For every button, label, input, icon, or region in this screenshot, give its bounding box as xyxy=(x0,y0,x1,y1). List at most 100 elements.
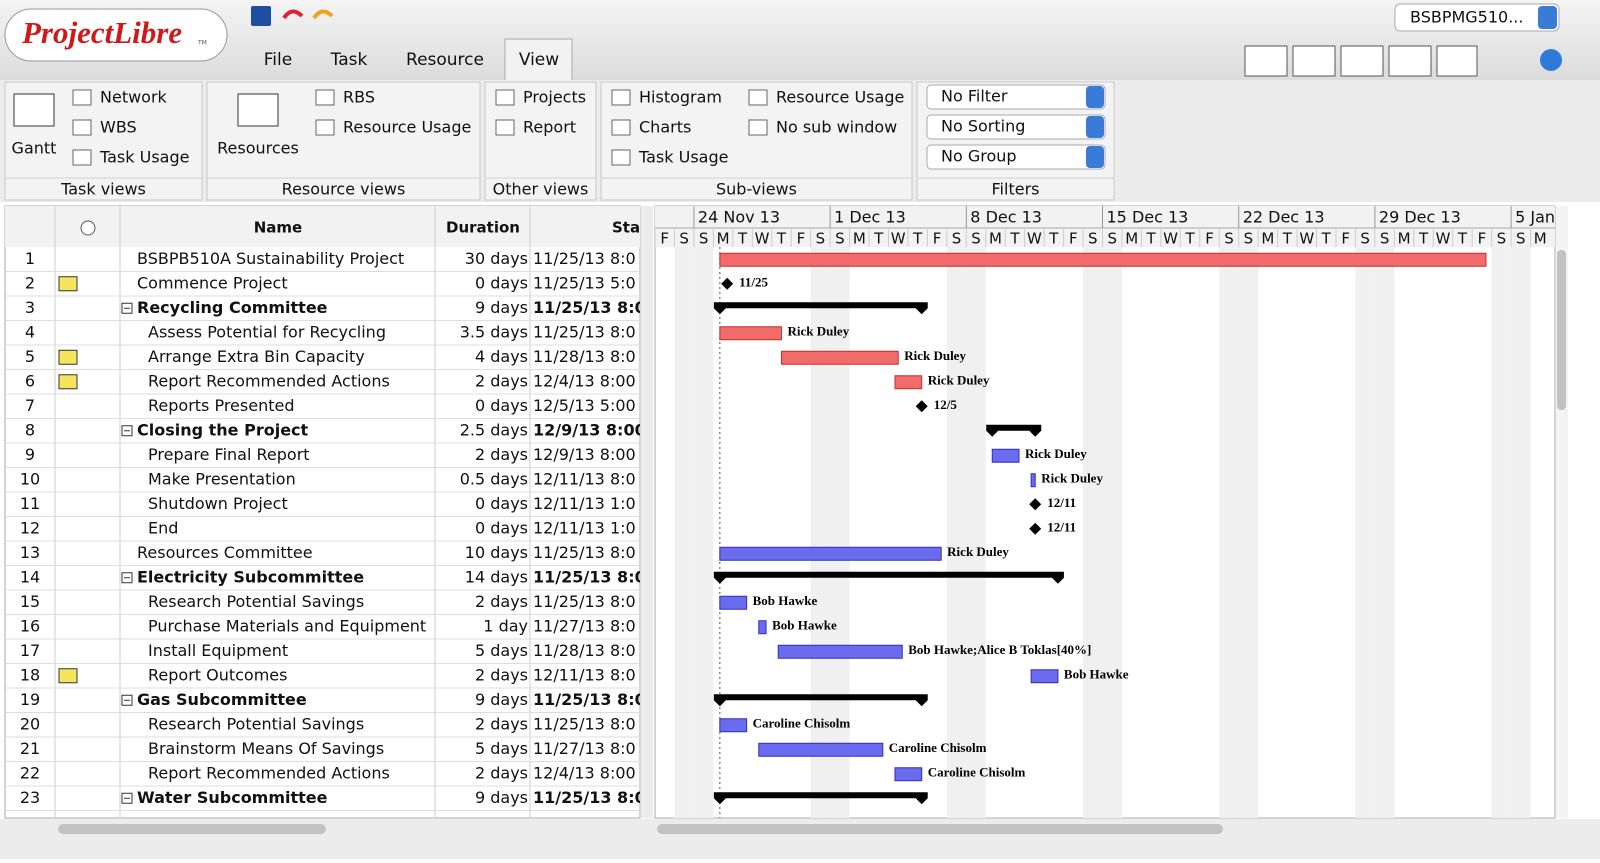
task-bar[interactable] xyxy=(1030,669,1059,684)
task-name[interactable]: Purchase Materials and Equipment xyxy=(148,616,426,635)
project-select[interactable] xyxy=(1394,3,1560,32)
view-icon[interactable] xyxy=(611,149,631,166)
view-icon[interactable] xyxy=(315,119,335,136)
help-button[interactable] xyxy=(1540,49,1562,71)
task-name[interactable]: Resources Committee xyxy=(137,543,313,562)
task-name[interactable]: Gas Subcommittee xyxy=(137,690,307,709)
filter-select[interactable] xyxy=(926,84,1106,110)
menu-item[interactable]: View xyxy=(519,50,559,70)
save-button[interactable] xyxy=(251,6,271,26)
filter-select[interactable] xyxy=(926,144,1106,170)
task-bar[interactable] xyxy=(719,718,748,733)
task-bar[interactable] xyxy=(777,644,903,659)
usage-tool[interactable] xyxy=(1340,45,1384,77)
task-bar[interactable] xyxy=(719,252,1487,267)
task-name[interactable]: Recycling Committee xyxy=(137,298,328,317)
view-icon[interactable] xyxy=(495,89,515,106)
column-header[interactable]: Star xyxy=(612,219,648,237)
day-label: W xyxy=(1163,230,1178,248)
task-name[interactable]: Report Recommended Actions xyxy=(148,371,390,390)
filter-value[interactable]: No Sorting xyxy=(941,117,1025,136)
column-header[interactable]: Name xyxy=(254,219,302,237)
task-bar[interactable] xyxy=(894,767,923,782)
task-bar[interactable] xyxy=(719,546,942,561)
redo-button[interactable] xyxy=(312,9,334,20)
view-icon[interactable] xyxy=(13,93,55,127)
view-icon[interactable] xyxy=(72,119,92,136)
charts-tool[interactable] xyxy=(1292,45,1336,77)
histogram-tool[interactable] xyxy=(1244,45,1288,77)
task-name[interactable]: Brainstorm Means Of Savings xyxy=(148,739,384,758)
task-bar[interactable] xyxy=(894,375,923,390)
view-icon[interactable] xyxy=(611,119,631,136)
view-button[interactable]: Resource Usage xyxy=(776,88,904,107)
view-button[interactable]: Report xyxy=(523,118,576,137)
view-button[interactable]: WBS xyxy=(100,118,137,137)
select-arrow[interactable] xyxy=(1086,116,1104,138)
task-name[interactable]: Prepare Final Report xyxy=(148,445,310,464)
view-icon[interactable] xyxy=(72,149,92,166)
task-name[interactable]: Make Presentation xyxy=(148,469,296,488)
task-name[interactable]: Closing the Project xyxy=(137,420,309,439)
task-name[interactable]: BSBPB510A Sustainability Project xyxy=(137,249,404,268)
v-scroll-thumb[interactable] xyxy=(1557,250,1566,410)
view-button[interactable]: Charts xyxy=(639,118,691,137)
view-button[interactable]: Task Usage xyxy=(638,148,728,167)
view-button[interactable]: Task Usage xyxy=(99,148,189,167)
view-tab[interactable] xyxy=(504,38,573,82)
table-scroll-thumb[interactable] xyxy=(58,824,326,834)
gantt-scroll-thumb[interactable] xyxy=(657,824,1223,834)
filter-value[interactable]: No Filter xyxy=(941,87,1008,106)
menu-item[interactable]: Task xyxy=(330,50,368,70)
task-name[interactable]: Shutdown Project xyxy=(148,494,288,513)
select-arrow[interactable] xyxy=(1086,146,1104,168)
task-bar[interactable] xyxy=(780,350,899,365)
task-name[interactable]: Install Equipment xyxy=(148,641,288,660)
task-name[interactable]: Assess Potential for Recycling xyxy=(148,322,386,341)
view-button[interactable]: Network xyxy=(100,88,168,107)
task-name[interactable]: Research Potential Savings xyxy=(148,592,364,611)
view-icon[interactable] xyxy=(315,89,335,106)
view-button[interactable]: No sub window xyxy=(776,118,897,137)
view-icon[interactable] xyxy=(495,119,515,136)
task-name[interactable]: Electricity Subcommittee xyxy=(137,567,364,586)
view-button[interactable]: RBS xyxy=(343,88,375,107)
task-bar[interactable] xyxy=(719,326,782,341)
view-icon[interactable] xyxy=(237,93,279,127)
view-button[interactable]: Histogram xyxy=(639,88,722,107)
task-name[interactable]: Report Outcomes xyxy=(148,665,287,684)
task-bar[interactable] xyxy=(991,448,1020,463)
task-bar[interactable] xyxy=(1030,473,1036,488)
view-icon[interactable] xyxy=(748,89,768,106)
resource-tool[interactable] xyxy=(1388,45,1432,77)
view-button[interactable]: Projects xyxy=(523,88,586,107)
blank-tool[interactable] xyxy=(1436,45,1478,77)
task-name[interactable]: Report Recommended Actions xyxy=(148,763,390,782)
task-start: 11/25/13 8:0 xyxy=(533,567,646,586)
view-icon[interactable] xyxy=(611,89,631,106)
view-button[interactable]: Resources xyxy=(217,139,299,158)
task-duration: 3.5 days xyxy=(460,322,528,341)
select-arrow[interactable] xyxy=(1086,86,1104,108)
view-icon[interactable] xyxy=(748,119,768,136)
splitter[interactable] xyxy=(641,206,653,818)
task-name[interactable]: Commence Project xyxy=(137,273,288,292)
task-bar[interactable] xyxy=(758,742,884,757)
view-button[interactable]: Gantt xyxy=(12,139,57,158)
column-header[interactable]: Duration xyxy=(446,219,520,237)
menu-item[interactable]: File xyxy=(264,50,292,70)
task-bar[interactable] xyxy=(719,595,748,610)
task-name[interactable]: End xyxy=(148,518,178,537)
task-name[interactable]: Arrange Extra Bin Capacity xyxy=(148,347,365,366)
task-bar[interactable] xyxy=(758,620,767,635)
undo-button[interactable] xyxy=(282,9,304,20)
task-name[interactable]: Research Potential Savings xyxy=(148,714,364,733)
menu-item[interactable]: Resource xyxy=(406,50,484,70)
filter-value[interactable]: No Group xyxy=(941,147,1017,166)
task-name[interactable]: Water Subcommittee xyxy=(137,788,328,807)
filter-select[interactable] xyxy=(926,114,1106,140)
project-select-arrow[interactable] xyxy=(1538,6,1557,29)
task-name[interactable]: Reports Presented xyxy=(148,396,295,415)
view-icon[interactable] xyxy=(72,89,92,106)
view-button[interactable]: Resource Usage xyxy=(343,118,471,137)
